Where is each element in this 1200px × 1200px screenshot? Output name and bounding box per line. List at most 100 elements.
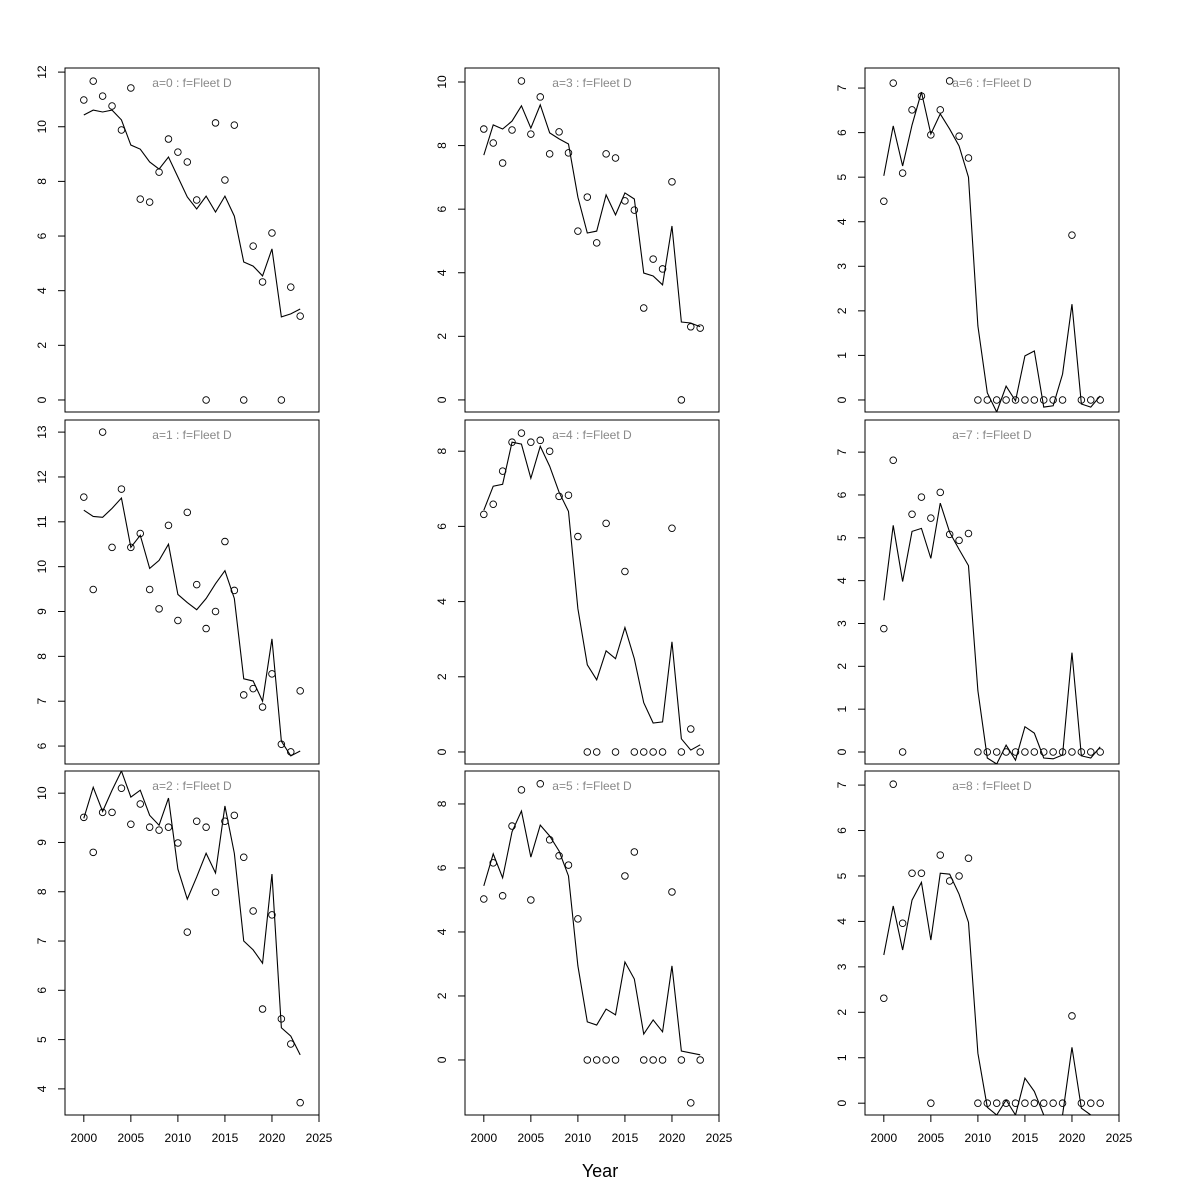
y-tick-label: 4 bbox=[835, 218, 849, 225]
observed-point bbox=[1030, 396, 1039, 404]
observed-point bbox=[277, 396, 286, 404]
observed-point bbox=[527, 896, 535, 904]
observed-point bbox=[1021, 396, 1029, 404]
x-tick-label: 2010 bbox=[165, 1131, 192, 1145]
observed-point bbox=[917, 869, 926, 877]
y-tick-label: 2 bbox=[35, 342, 49, 349]
observed-point bbox=[221, 817, 229, 826]
observed-point bbox=[639, 1056, 648, 1064]
y-tick-label: 5 bbox=[835, 174, 849, 181]
observed-point bbox=[527, 130, 535, 138]
observed-point bbox=[239, 691, 248, 699]
observed-point bbox=[489, 859, 497, 867]
panel: a=5 : f=Fleet D 0 2 4 6 8 2000 2005 2010 2015 2020… bbox=[435, 770, 733, 1145]
y-tick-label: 4 bbox=[835, 577, 849, 584]
y-tick-label: 4 bbox=[435, 598, 449, 605]
observed-point bbox=[1049, 1099, 1057, 1107]
observed-point bbox=[668, 888, 676, 896]
x-tick-label: 2015 bbox=[212, 1131, 239, 1145]
y-tick-label: 9 bbox=[35, 839, 49, 846]
observed-point bbox=[545, 836, 554, 844]
observed-point bbox=[80, 493, 88, 501]
observed-point bbox=[1002, 1099, 1010, 1107]
observed-point bbox=[1002, 748, 1010, 756]
observed-point bbox=[80, 813, 88, 822]
observed-point bbox=[230, 811, 239, 820]
y-tick-label: 1 bbox=[835, 706, 849, 713]
x-tick-label: 2020 bbox=[1059, 1131, 1086, 1145]
y-tick-label: 7 bbox=[35, 937, 49, 944]
observed-point bbox=[89, 585, 97, 594]
fit-line bbox=[883, 91, 1101, 412]
observed-point bbox=[221, 176, 229, 184]
fit-line bbox=[883, 502, 1101, 764]
plot-frame bbox=[64, 770, 320, 1116]
observed-point bbox=[974, 748, 982, 756]
y-tick-label: 7 bbox=[835, 84, 849, 91]
observed-point bbox=[98, 808, 107, 817]
observed-point bbox=[545, 150, 554, 158]
observed-point bbox=[268, 229, 276, 237]
observed-point bbox=[687, 323, 695, 331]
observed-point bbox=[498, 467, 507, 475]
y-tick-label: 6 bbox=[435, 864, 449, 871]
y-tick-label: 10 bbox=[35, 786, 49, 800]
observed-point bbox=[1021, 748, 1029, 756]
observed-point bbox=[1058, 396, 1067, 404]
panel-title: a=0 : f=Fleet D bbox=[152, 76, 232, 90]
observed-point bbox=[639, 748, 648, 756]
observed-point bbox=[974, 396, 982, 404]
observed-point bbox=[574, 532, 582, 541]
panel: a=8 : f=Fleet D 0 1 2 3 4 5 6 7 2000 2005 2010 2015 2… bbox=[835, 770, 1133, 1145]
x-tick-label: 2000 bbox=[470, 1131, 497, 1145]
y-tick-label: 4 bbox=[435, 269, 449, 276]
observed-point bbox=[258, 703, 267, 711]
observed-point bbox=[955, 132, 963, 140]
panel: a=1 : f=Fleet D 6 7 8 9 10 11 12 13 bbox=[35, 419, 320, 765]
observed-point bbox=[583, 193, 592, 201]
observed-point bbox=[277, 1015, 286, 1023]
observed-point bbox=[1049, 396, 1057, 404]
observed-point bbox=[555, 128, 563, 136]
observed-point bbox=[1039, 396, 1048, 404]
observed-point bbox=[89, 77, 97, 85]
panel-title: a=2 : f=Fleet D bbox=[152, 779, 232, 793]
observed-point bbox=[1087, 1099, 1095, 1107]
observed-point bbox=[211, 119, 220, 127]
observed-point bbox=[1077, 1099, 1086, 1107]
observed-point bbox=[517, 429, 526, 437]
y-tick-label: 6 bbox=[35, 742, 49, 749]
panel: a=0 : f=Fleet D 0 2 4 6 8 10 12 bbox=[35, 65, 320, 413]
y-tick-label: 0 bbox=[835, 748, 849, 755]
observed-point bbox=[174, 839, 182, 847]
observed-point bbox=[164, 823, 173, 831]
y-tick-label: 4 bbox=[435, 928, 449, 935]
observed-point bbox=[127, 84, 135, 92]
observed-point bbox=[927, 1099, 935, 1107]
observed-point bbox=[908, 510, 916, 518]
observed-point bbox=[898, 919, 907, 927]
plot-frame bbox=[864, 67, 1120, 413]
observed-point bbox=[621, 872, 629, 880]
y-tick-label: 10 bbox=[35, 120, 49, 134]
observed-point bbox=[555, 852, 563, 860]
observed-point bbox=[1021, 1099, 1029, 1107]
panel-title: a=8 : f=Fleet D bbox=[952, 779, 1032, 793]
observed-point bbox=[658, 1056, 667, 1064]
y-tick-label: 9 bbox=[35, 608, 49, 615]
panel-title: a=6 : f=Fleet D bbox=[952, 76, 1032, 90]
observed-point bbox=[1096, 1099, 1104, 1107]
observed-point bbox=[221, 537, 229, 546]
x-tick-label: 2010 bbox=[565, 1131, 592, 1145]
y-tick-label: 8 bbox=[435, 800, 449, 807]
observed-point bbox=[964, 154, 973, 162]
x-tick-label: 2025 bbox=[306, 1131, 333, 1145]
observed-point bbox=[1068, 748, 1076, 756]
observed-point bbox=[983, 396, 992, 404]
observed-point bbox=[1068, 231, 1076, 239]
observed-point bbox=[145, 585, 154, 594]
observed-point bbox=[183, 508, 192, 517]
observed-point bbox=[183, 158, 192, 166]
y-tick-label: 8 bbox=[35, 653, 49, 660]
observed-point bbox=[898, 748, 907, 756]
